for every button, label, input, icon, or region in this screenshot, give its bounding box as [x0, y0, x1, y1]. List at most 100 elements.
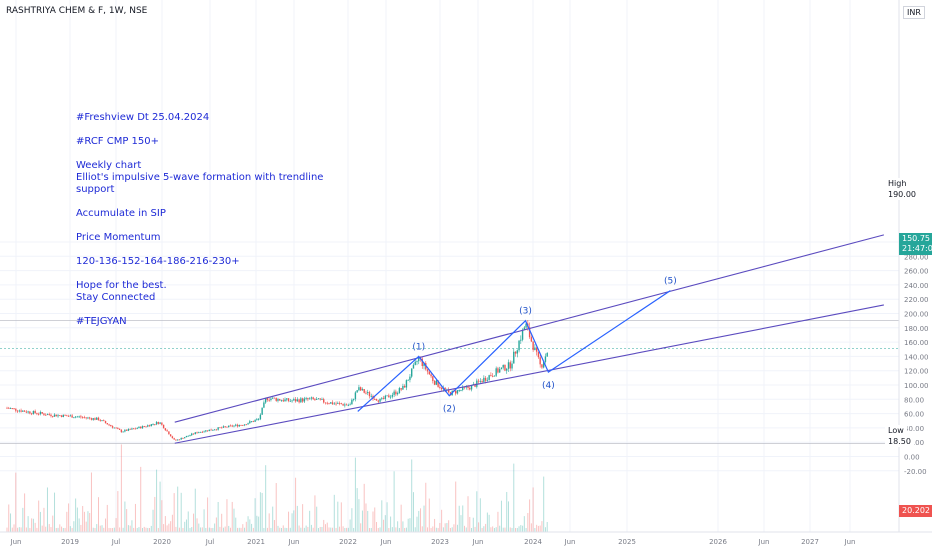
volume-bar [76, 507, 78, 532]
volume-bar [233, 508, 235, 532]
candle [286, 398, 288, 400]
volume-bar [300, 527, 302, 532]
candle [212, 429, 214, 431]
price-tick: 160.00 [904, 339, 929, 347]
currency-label[interactable]: INR [903, 6, 925, 19]
candle [83, 417, 86, 419]
candle [27, 411, 29, 413]
wave-label: (3) [519, 307, 532, 317]
high-label: High [885, 178, 910, 189]
time-tick: Jun [288, 538, 300, 546]
volume-bar [305, 525, 307, 532]
candle [11, 408, 13, 409]
candle [224, 426, 226, 428]
candle [337, 402, 339, 404]
candle [456, 390, 459, 394]
candle [205, 430, 207, 432]
price-tick: 120.00 [904, 368, 929, 376]
volume-bar [420, 508, 422, 532]
volume-bar [178, 527, 180, 532]
volume-bar [330, 527, 332, 532]
candle [245, 424, 248, 426]
candle [335, 403, 337, 405]
volume-bar [245, 521, 247, 532]
candle [43, 413, 45, 415]
volume-bar [333, 494, 335, 532]
candle [328, 403, 330, 405]
candle [182, 437, 184, 439]
time-tick: 2022 [339, 538, 357, 546]
volume-bar [506, 491, 508, 532]
time-tick: 2026 [709, 538, 727, 546]
candle [240, 425, 242, 426]
candle [8, 407, 10, 409]
volume-bar [32, 518, 34, 532]
candle [416, 361, 418, 363]
volume-bar [465, 527, 467, 532]
candle [303, 398, 306, 402]
volume-bar [397, 521, 399, 532]
volume-bar [13, 524, 15, 532]
candle [296, 399, 299, 402]
volume-bar [75, 498, 77, 532]
candle [460, 389, 462, 391]
volume-bar [66, 511, 68, 532]
candle [175, 439, 177, 441]
candle [491, 375, 494, 377]
volume-bar [113, 527, 115, 532]
candle [421, 358, 423, 366]
volume-bar [117, 491, 119, 532]
volume-bar [43, 507, 45, 532]
price-tick: 260.00 [904, 268, 929, 276]
candle [66, 415, 68, 417]
candle [493, 375, 496, 377]
volume-bar [166, 525, 168, 532]
volume-bar [319, 526, 321, 532]
candle [481, 380, 483, 383]
wave-label: (2) [443, 405, 456, 415]
volume-bar [244, 527, 246, 532]
candle [498, 369, 501, 373]
high-badge: High190.00 [885, 178, 932, 200]
volume-bar [55, 527, 57, 532]
candle [259, 414, 262, 420]
volume-bar [240, 527, 242, 532]
volume-bar [224, 526, 226, 532]
candle [386, 395, 388, 397]
annotation-line [76, 148, 323, 160]
volume-bar [201, 527, 203, 532]
candle [15, 408, 17, 411]
candle [502, 364, 504, 368]
annotation-text: #Freshview Dt 25.04.2024 #RCF CMP 150+ Wee… [76, 112, 323, 328]
volume-bar [384, 515, 386, 532]
candle [342, 404, 344, 406]
volume-bar [541, 521, 543, 532]
candle [432, 376, 434, 382]
candle [140, 426, 142, 429]
candle [134, 428, 137, 430]
volume-bar [106, 504, 108, 532]
candle [308, 398, 311, 400]
volume-bar [478, 522, 480, 532]
volume-bar [312, 527, 314, 532]
candle [516, 350, 518, 354]
candle [46, 414, 49, 415]
volume-bar [451, 527, 453, 532]
volume-bar [92, 527, 94, 532]
candle [418, 356, 420, 362]
candle [263, 402, 265, 408]
volume-bar [73, 521, 75, 532]
candle [155, 422, 158, 425]
candle [16, 410, 19, 412]
candle [199, 431, 202, 433]
volume-bar [134, 503, 136, 532]
volume-bar [41, 525, 43, 532]
volume-bar [471, 527, 473, 532]
volume-badge: 20.202 M [899, 505, 932, 527]
volume-bar [386, 502, 388, 532]
candle [291, 400, 293, 402]
volume-bar [24, 493, 26, 532]
candle [226, 426, 228, 428]
volume-bar [407, 518, 409, 532]
